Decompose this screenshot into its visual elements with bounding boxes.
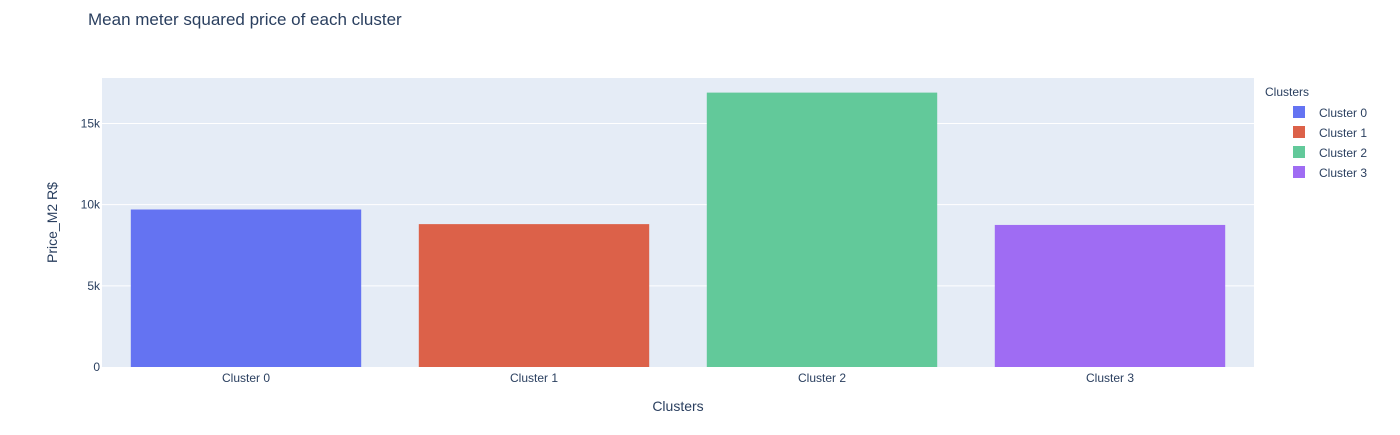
legend-item-cluster-2[interactable]: Cluster 2: [1293, 146, 1367, 160]
bar-cluster-0[interactable]: [130, 209, 362, 367]
y-axis-ticks: 0 5k 10k 15k: [81, 116, 101, 374]
x-tick-label: Cluster 2: [798, 371, 846, 385]
chart-title: Mean meter squared price of each cluster: [88, 10, 402, 29]
legend-item-cluster-1[interactable]: Cluster 1: [1293, 126, 1367, 140]
y-tick-label: 5k: [87, 279, 101, 293]
legend-swatch: [1293, 106, 1305, 118]
legend-label: Cluster 2: [1319, 146, 1367, 160]
x-axis-title: Clusters: [652, 398, 703, 414]
y-tick-label: 0: [93, 360, 100, 374]
legend-item-cluster-3[interactable]: Cluster 3: [1293, 166, 1367, 180]
bar-cluster-2[interactable]: [706, 92, 938, 367]
x-tick-label: Cluster 3: [1086, 371, 1134, 385]
x-tick-label: Cluster 0: [222, 371, 270, 385]
legend-item-cluster-0[interactable]: Cluster 0: [1293, 106, 1367, 120]
x-axis-ticks: Cluster 0 Cluster 1 Cluster 2 Cluster 3: [222, 371, 1134, 385]
bars: [130, 92, 1226, 367]
legend-label: Cluster 3: [1319, 166, 1367, 180]
bar-cluster-3[interactable]: [994, 224, 1226, 367]
legend-label: Cluster 1: [1319, 126, 1367, 140]
legend-items[interactable]: Cluster 0 Cluster 1 Cluster 2 Cluster 3: [1293, 106, 1367, 180]
y-tick-label: 15k: [81, 116, 101, 130]
y-tick-label: 10k: [81, 198, 101, 212]
legend-title: Clusters: [1265, 85, 1309, 99]
y-axis-title: Price_M2 R$: [44, 182, 60, 263]
legend-swatch: [1293, 166, 1305, 178]
x-tick-label: Cluster 1: [510, 371, 558, 385]
bar-cluster-1[interactable]: [418, 224, 650, 367]
legend-label: Cluster 0: [1319, 106, 1367, 120]
legend-swatch: [1293, 126, 1305, 138]
legend-swatch: [1293, 146, 1305, 158]
